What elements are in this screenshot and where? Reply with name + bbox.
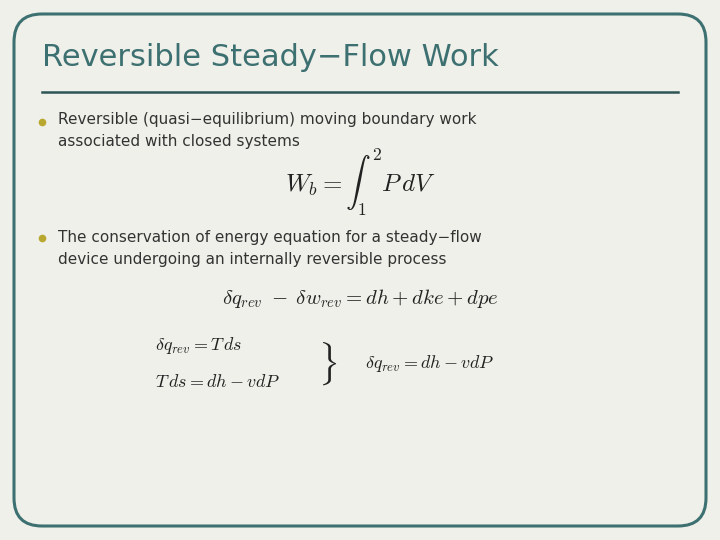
Text: Reversible (quasi−equilibrium) moving boundary work
associated with closed syste: Reversible (quasi−equilibrium) moving bo…	[58, 112, 477, 149]
Text: $\delta q_{rev} = dh - vdP$: $\delta q_{rev} = dh - vdP$	[365, 354, 494, 375]
Text: $T\,ds = dh - vdP$: $T\,ds = dh - vdP$	[155, 373, 280, 391]
Text: The conservation of energy equation for a steady−flow
device undergoing an inter: The conservation of energy equation for …	[58, 230, 482, 267]
Text: $\delta q_{rev} = T\,ds$: $\delta q_{rev} = T\,ds$	[155, 335, 243, 356]
Text: Reversible Steady−Flow Work: Reversible Steady−Flow Work	[42, 43, 499, 72]
Text: $W_b = \int_1^2 P\,dV$: $W_b = \int_1^2 P\,dV$	[284, 146, 436, 218]
FancyBboxPatch shape	[14, 14, 706, 526]
Text: $\delta q_{rev} \; - \; \delta w_{rev} = dh + dke + dpe$: $\delta q_{rev} \; - \; \delta w_{rev} =…	[222, 287, 498, 309]
Text: $\}$: $\}$	[318, 341, 337, 387]
